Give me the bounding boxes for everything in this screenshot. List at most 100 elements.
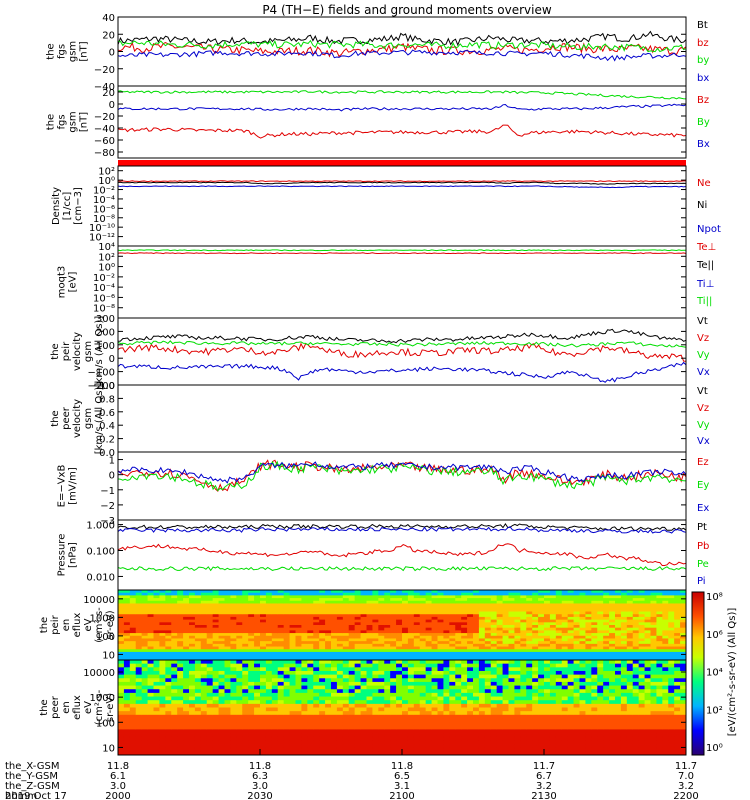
y-axis-label: eflux [72,613,83,638]
x-tick-label: 3.2 [678,781,694,792]
x-tick-label: 11.8 [107,761,129,772]
y-tick-label: 10⁰ [98,263,115,274]
legend-entry: bx [697,73,709,84]
series-line-ne [117,180,686,183]
series-line-bx [117,103,687,112]
x-annotation-row-label: the_X-GSM [5,761,59,772]
y-tick-label: −20 [94,65,115,76]
y-tick-label: 10² [98,167,115,178]
data-gap-bar [118,160,686,166]
series-line-by [117,90,687,100]
series-line-vx [117,361,687,383]
y-axis-label: [cm−3] [73,187,84,225]
y-axis-label: gsm [83,341,94,362]
legend-entry: Ez [697,457,709,468]
colorbar: 10⁸ 10⁶ 10⁴ 10² 10⁰ [eV/(cm²-s-sr-eV) (All Q… [691,591,738,756]
x-tick-label: 2130 [531,791,556,800]
y-tick-label: 0.8 [99,394,115,405]
x-tick-label: 7.0 [678,771,694,782]
series-line-te- [117,252,687,255]
y-axis-label: [nT] [79,112,90,132]
series-line-ni [117,181,687,185]
figure-title: P4 (TH−E) fields and ground moments over… [262,3,552,17]
legend-entry: Vy [697,350,710,361]
y-axis-label: peer [61,406,72,430]
y-axis-label: en [61,701,72,714]
legend-entry: Vx [697,367,710,378]
panel-frame [117,85,687,159]
x-tick-label: 6.5 [394,771,410,782]
y-tick-label: −2 [100,501,115,512]
y-tick-label: −40 [94,124,115,135]
y-tick-label: 1 [109,456,115,467]
y-axis-label: gsm [68,111,79,132]
y-tick-label: 10⁻⁸ [93,304,115,315]
y-tick-label: 10⁻⁶ [93,293,115,304]
y-tick-label: −3 [100,516,115,527]
y-tick-label: 10 [102,743,115,754]
x-tick-label: 3.0 [110,781,126,792]
y-tick-label: 10⁻¹⁰ [89,223,115,234]
y-axis-label: the [39,617,50,633]
series-line-by [117,39,687,53]
y-tick-label: 10⁻² [93,273,115,284]
series-line-vy [117,340,687,348]
y-tick-label: 10⁴ [98,242,115,253]
y-tick-label: 10⁻⁴ [93,195,115,206]
y-tick-label: 0.010 [86,572,115,583]
series-line-pe [117,566,687,572]
y-axis-label: peir [61,341,72,361]
date-label: 2019 Oct 17 [5,791,67,800]
y-axis-label: velocity [72,399,83,438]
series-line-ey [117,460,687,492]
y-tick-label: 10000 [83,595,115,606]
series-line-vz [117,342,687,362]
x-annotation-row-label: the_Y-GSM [5,771,58,782]
y-tick-label: 0.4 [99,421,115,432]
panel-5: 300 200 100 0 −100 −200 the peir velocity gsm [km/… [50,314,710,392]
y-tick-label: 10⁻⁴ [93,283,115,294]
legend-entry: bz [697,38,709,49]
x-tick-label: 2200 [673,791,698,800]
y-axis-label: [km/s (All Qs)] [94,316,105,388]
panel-7: 1 0 −1 −2 −3 E=−VxB [mV/m] Ez Ey Ex [57,451,709,527]
y-axis-label: [mV/m] [68,467,79,505]
legend-entry: Ti|| [696,296,712,307]
x-tick-label: 2100 [389,791,414,800]
y-axis-label: the [39,699,50,715]
y-tick-label: 300 [96,314,115,325]
series-line-bz [117,41,687,58]
y-axis-label: moqt3 [57,266,68,299]
y-tick-label: −200 [88,381,115,392]
series-line-bx [117,49,687,62]
y-axis-label: E=−VxB [57,465,68,508]
series-line-vt [117,328,687,344]
y-tick-label: 0 [109,48,115,59]
series-line-npot [117,185,687,189]
y-tick-label: 10⁻¹² [89,233,115,244]
y-tick-label: 10² [98,252,115,263]
y-axis-label: fgs [57,44,68,59]
panel-frame [117,451,687,521]
colorbar-tick-label: 10⁰ [706,743,723,754]
y-axis-label: the [50,410,61,426]
y-tick-label: 0 [109,100,115,111]
spectrogram-9 [118,590,687,661]
y-axis-label: the [46,114,57,130]
y-tick-label: −20 [94,112,115,123]
y-tick-label: 200 [96,327,115,338]
y-axis-label: sr-eV) [105,693,116,722]
y-axis-label: eflux [72,695,83,720]
y-axis-label: fgs [57,114,68,129]
legend-entry: Ey [697,480,709,491]
panel-frame [117,165,687,247]
legend-entry: Vt [697,386,708,397]
y-axis-label: gsm [68,41,79,62]
y-axis-label: gsm [83,408,94,429]
legend-entry: Vz [697,403,709,414]
y-tick-label: 10⁻⁸ [93,214,115,225]
y-tick-label: 100 [96,341,115,352]
legend-entry: Ne [697,178,711,189]
